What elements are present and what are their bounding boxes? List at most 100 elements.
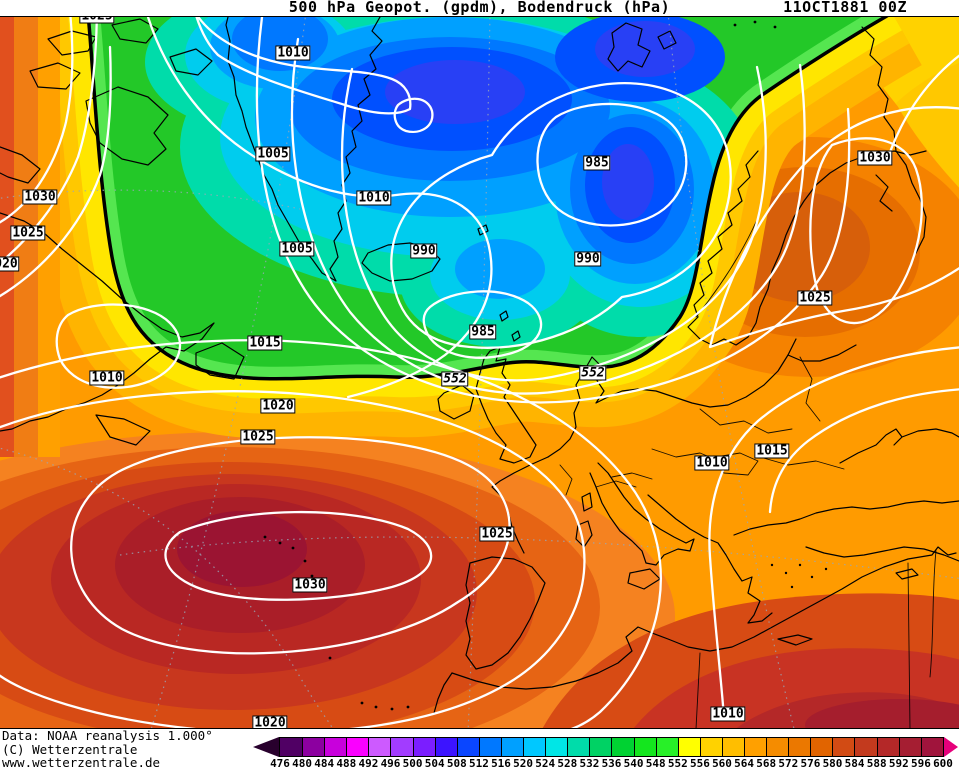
colorbar-cell: [390, 738, 413, 756]
credit-data-source: Data: NOAA reanalysis 1.000°: [2, 728, 213, 743]
pressure-label: 1025: [79, 17, 115, 24]
pressure-label: 1030: [22, 189, 58, 205]
colorbar-tick-label: 596: [910, 757, 931, 770]
colorbar-cell: [456, 738, 479, 756]
pressure-label: 1010: [275, 45, 311, 61]
colorbar-tick-label: 600: [933, 757, 953, 770]
pressure-label: 1025: [797, 290, 833, 306]
colorbar-tick-label: 520: [513, 757, 534, 770]
colorbar-tick-label: 552: [667, 757, 688, 770]
pressure-label: 1010: [694, 455, 730, 471]
colorbar-cell: [434, 738, 457, 756]
colorbar-tick-label: 572: [778, 757, 799, 770]
colorbar-cell: [478, 738, 501, 756]
colorbar-tick-label: 500: [402, 757, 423, 770]
colorbar-cell: [655, 738, 678, 756]
footer: Data: NOAA reanalysis 1.000° (C) Wetterze…: [0, 728, 959, 770]
credits: Data: NOAA reanalysis 1.000° (C) Wetterze…: [2, 729, 213, 770]
pressure-label: 1015: [247, 335, 283, 351]
colorbar-legend: 476 480 484 488 492 496 500 504 508 512 516 520 524 5…: [253, 737, 959, 771]
colorbar-low-arrow: [253, 737, 279, 757]
pressure-label: 1020: [260, 398, 296, 414]
colorbar-tick-label: 576: [800, 757, 821, 770]
pressure-label: 1010: [356, 190, 392, 206]
colorbar-tick-label: 556: [689, 757, 710, 770]
pressure-label: 1025: [240, 429, 276, 445]
colorbar-tick-label: 588: [866, 757, 887, 770]
colorbar-tick-label: 488: [336, 757, 357, 770]
colorbar-tick-label: 476: [270, 757, 290, 770]
colorbar-cell: [788, 738, 811, 756]
colorbar-cell: [302, 738, 325, 756]
colorbar-tick-label: 528: [557, 757, 578, 770]
colorbar-tick-label: 480: [292, 757, 313, 770]
pressure-label: 1005: [255, 146, 291, 162]
colorbar-tick-label: 564: [734, 757, 755, 770]
map-title: 500 hPa Geopot. (gpdm), Bodendruck (hPa): [288, 0, 671, 16]
pressure-label: 990: [574, 251, 602, 267]
titlebar: 500 hPa Geopot. (gpdm), Bodendruck (hPa)…: [0, 0, 959, 16]
pressure-label: 1020: [252, 715, 288, 728]
colorbar-tick-label: 516: [491, 757, 511, 770]
colorbar-tick-label: 560: [712, 757, 732, 770]
colorbar-cell: [677, 738, 700, 756]
colorbar-cell: [611, 738, 634, 756]
pressure-label: 985: [469, 324, 497, 340]
pressure-label: 1015: [754, 443, 790, 459]
colorbar-cell: [810, 738, 833, 756]
colorbar-cell: [589, 738, 612, 756]
colorbar-tick-label: 580: [822, 757, 843, 770]
pressure-label: 1030: [857, 150, 893, 166]
pressure-label: 1025: [10, 225, 46, 241]
map-datetime: 11OCT1881 00Z: [783, 0, 907, 16]
pressure-label: 1005: [279, 241, 315, 257]
pressure-label: 990: [410, 243, 438, 259]
colorbar-cell: [368, 738, 391, 756]
pressure-label: 1030: [292, 577, 328, 593]
coastlines-layer: [0, 17, 959, 728]
pressure-label: 1010: [89, 370, 125, 386]
weather-map-canvas: [0, 17, 959, 728]
colorbar-tick-label: 532: [579, 757, 600, 770]
colorbar-cell: [699, 738, 722, 756]
colorbar-tick-label: 492: [358, 757, 379, 770]
credit-copyright: (C) Wetterzentrale: [2, 741, 138, 757]
height-label: 552: [441, 371, 469, 387]
colorbar-cell: [876, 738, 899, 756]
graticule-layer: [0, 17, 959, 728]
colorbar-tick-label: 548: [645, 757, 666, 770]
pressure-label: 985: [583, 155, 611, 171]
colorbar-high-arrow: [943, 737, 958, 757]
height-label: 552: [579, 365, 607, 381]
colorbar-cell: [500, 738, 524, 756]
isobars-layer: [0, 17, 959, 728]
field-layer: [0, 17, 959, 728]
colorbar-cell: [346, 738, 369, 756]
colorbar-tick-label: 484: [314, 757, 335, 770]
colorbar-cell: [898, 738, 921, 756]
colorbar-cell: [766, 738, 789, 756]
weather-map: 1025 1010 1005 1030 985 1030 1010 1025 1005 990 99…: [0, 16, 959, 728]
colorbar-cell: [721, 738, 744, 756]
colorbar-cell: [412, 738, 435, 756]
colorbar-tick-label: 524: [535, 757, 556, 770]
pressure-label: 1025: [479, 526, 515, 542]
colorbar-cell: [545, 738, 568, 756]
colorbar-tick-label: 508: [446, 757, 467, 770]
colorbar-cell: [832, 738, 855, 756]
colorbar-tick-label: 512: [468, 757, 489, 770]
colorbar-cell: [743, 738, 767, 756]
colorbar-tick-label: 496: [380, 757, 401, 770]
colorbar-cell: [567, 738, 590, 756]
colorbar-cell: [854, 738, 877, 756]
colorbar-cell: [920, 738, 943, 756]
colorbar-tick-label: 584: [844, 757, 865, 770]
colorbar-tick-label: 568: [756, 757, 777, 770]
pressure-label: 020: [0, 256, 20, 272]
colorbar-cell: [523, 738, 546, 756]
colorbar-tick-label: 592: [888, 757, 909, 770]
colorbar-cell: [324, 738, 347, 756]
credit-website[interactable]: www.wetterzentrale.de: [2, 755, 161, 770]
colorbar-cell: [280, 738, 303, 756]
